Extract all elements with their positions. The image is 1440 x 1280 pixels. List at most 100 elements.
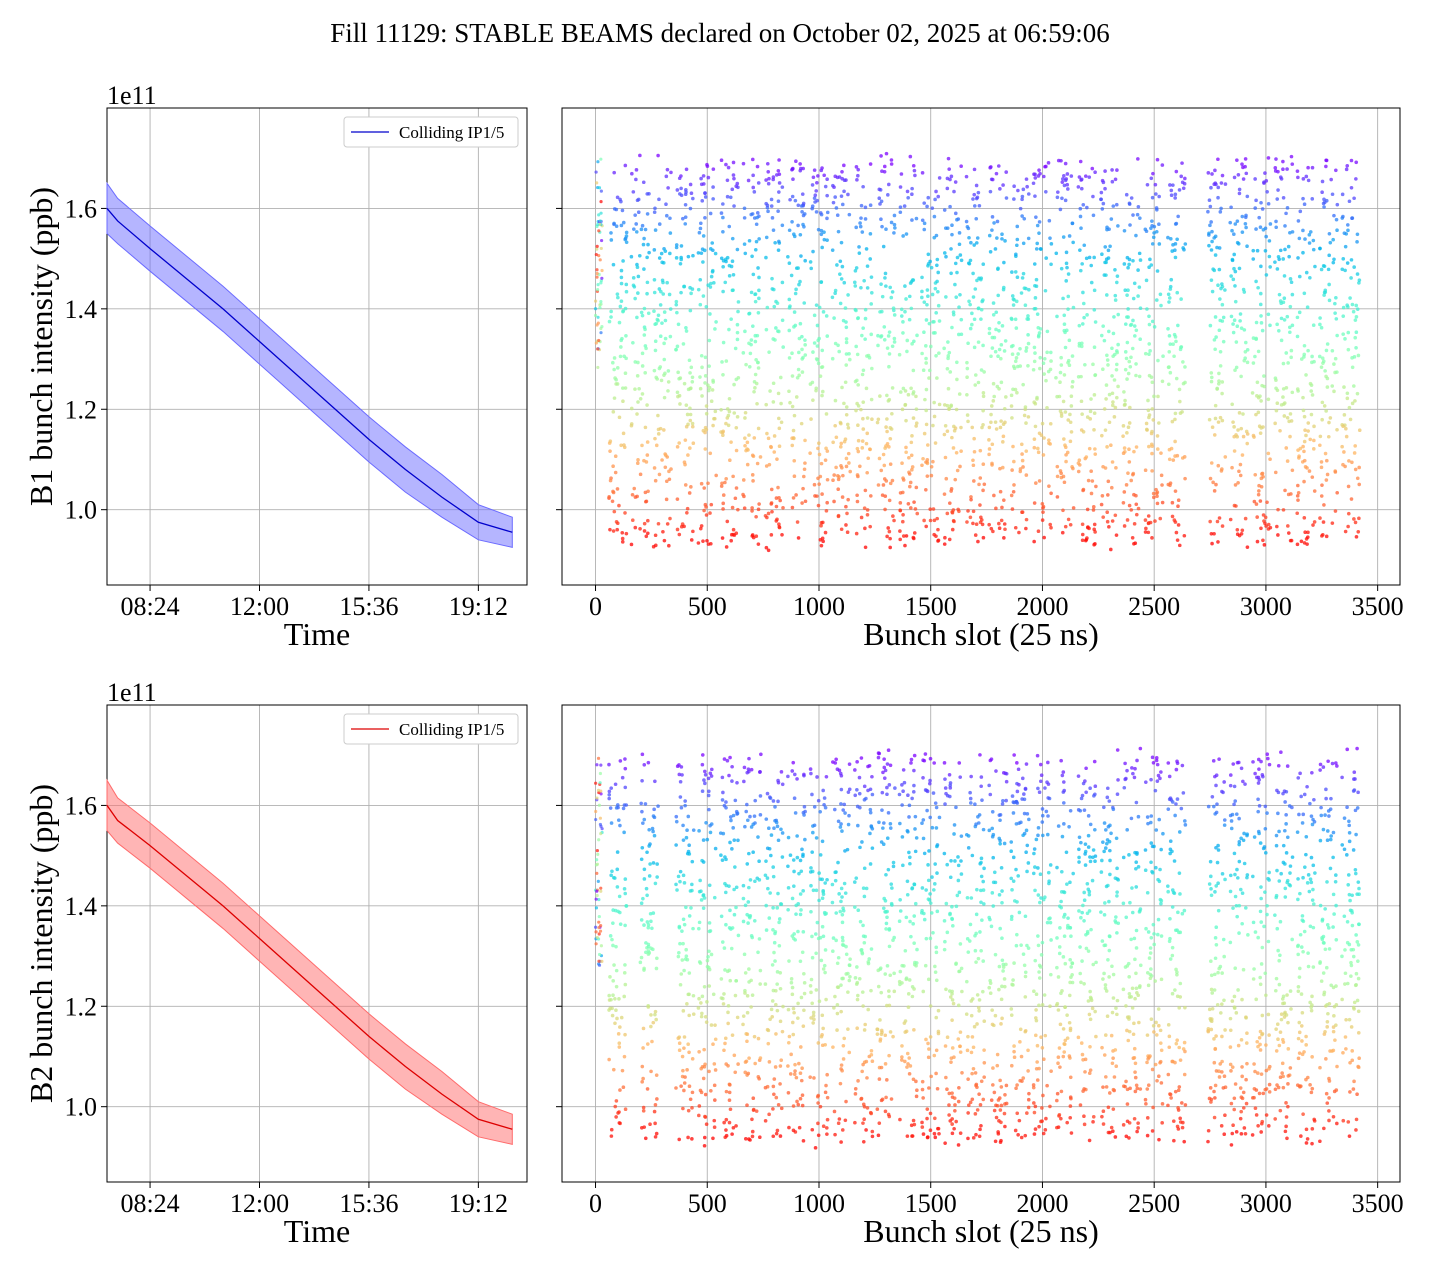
bunch-point	[956, 878, 961, 883]
bunch-point	[950, 232, 954, 237]
bunch-point	[1235, 532, 1240, 537]
bunch-point	[1233, 284, 1237, 288]
bunch-point	[669, 170, 673, 175]
bunch-point	[1013, 270, 1018, 274]
bunch-point	[1009, 840, 1014, 844]
bunch-point	[777, 525, 782, 529]
bunch-point	[998, 1078, 1002, 1083]
bunch-point	[766, 886, 770, 891]
bunch-point	[1258, 291, 1263, 296]
bunch-point	[665, 167, 670, 172]
bunch-point	[1357, 278, 1362, 282]
bunch-point	[839, 899, 843, 904]
bunch-point	[682, 284, 687, 289]
bunch-point	[634, 230, 639, 234]
bunch-point	[887, 1003, 892, 1008]
bunch-point	[1281, 257, 1286, 261]
bunch-point	[824, 314, 829, 318]
bunch-point	[1076, 185, 1081, 189]
bunch-point	[888, 426, 893, 430]
bunch-point	[821, 890, 825, 894]
bunch-point	[1229, 274, 1233, 278]
bunch-point	[1001, 285, 1006, 290]
bunch-point	[645, 850, 649, 855]
bunch-point	[743, 971, 748, 975]
bunch-point	[1033, 958, 1038, 963]
bunch-point	[1217, 267, 1222, 272]
bunch-point	[640, 809, 644, 814]
bunch-point	[771, 865, 775, 869]
bunch-point	[791, 858, 796, 862]
bunch-point	[1055, 1091, 1060, 1096]
bunch-point	[1068, 522, 1073, 527]
bunch-point	[854, 266, 859, 270]
bunch-point	[880, 790, 885, 795]
bunch-point	[1013, 359, 1018, 364]
bunch-point	[691, 529, 695, 534]
bunch-point	[741, 1014, 746, 1018]
bunch-point	[1277, 292, 1282, 297]
bunch-point	[1330, 384, 1335, 388]
bunch-point	[968, 796, 973, 801]
bunch-point	[892, 989, 897, 994]
bunch-point	[1058, 370, 1063, 375]
bunch-point	[653, 1135, 658, 1139]
bunch-point	[1288, 538, 1293, 543]
bunch-point	[1099, 502, 1104, 507]
bunch-point	[885, 346, 890, 350]
bunch-point	[966, 1034, 970, 1039]
bunch-point	[654, 375, 659, 380]
bunch-point	[976, 190, 981, 195]
bunch-point	[920, 1087, 925, 1092]
bunch-point	[932, 518, 937, 523]
bunch-point	[839, 240, 844, 245]
bunch-point	[687, 1013, 691, 1018]
bunch-point	[887, 330, 892, 334]
bunch-point	[623, 785, 628, 790]
bunch-point	[1059, 1089, 1064, 1094]
bunch-point	[1303, 530, 1307, 535]
bunch-point	[1288, 330, 1292, 335]
bunch-point	[1230, 228, 1234, 233]
bunch-point	[864, 386, 869, 391]
bunch-point	[853, 768, 857, 772]
bunch-point	[753, 798, 758, 803]
bunch-point	[979, 856, 984, 861]
bunch-point	[1066, 294, 1071, 299]
bunch-point	[752, 390, 756, 394]
bunch-point	[943, 1141, 947, 1145]
bunch-point	[883, 768, 888, 773]
bunch-point	[1019, 442, 1024, 447]
bunch-point	[973, 802, 977, 807]
bunch-point	[1290, 230, 1295, 234]
bunch-point	[912, 882, 917, 887]
bunch-point	[719, 914, 724, 919]
bunch-point	[595, 862, 600, 866]
bunch-point	[677, 1137, 682, 1142]
bunch-point	[1058, 207, 1063, 212]
bunch-point	[796, 1001, 800, 1006]
bunch-point	[680, 958, 685, 962]
bunch-point	[978, 448, 983, 453]
bunch-point	[744, 362, 748, 367]
bunch-point	[946, 386, 951, 391]
bunch-point	[870, 1134, 875, 1139]
bunch-point	[705, 164, 710, 169]
bunch-point	[1102, 407, 1107, 411]
bunch-point	[1210, 541, 1214, 546]
bunch-point	[1285, 415, 1290, 420]
bunch-point	[698, 226, 703, 231]
bunch-point	[1016, 352, 1020, 356]
bunch-point	[654, 443, 659, 448]
bunch-point	[1059, 266, 1064, 271]
bunch-point	[1208, 204, 1213, 209]
bunch-point	[947, 1103, 951, 1107]
bunch-point	[1285, 314, 1290, 319]
bunch-point	[617, 1045, 622, 1049]
bunch-point	[1354, 315, 1359, 319]
bunch-point	[831, 936, 836, 940]
bunch-point	[1060, 773, 1065, 778]
bunch-point	[934, 978, 939, 983]
bunch-point	[904, 976, 909, 981]
bunch-point	[1037, 970, 1041, 974]
